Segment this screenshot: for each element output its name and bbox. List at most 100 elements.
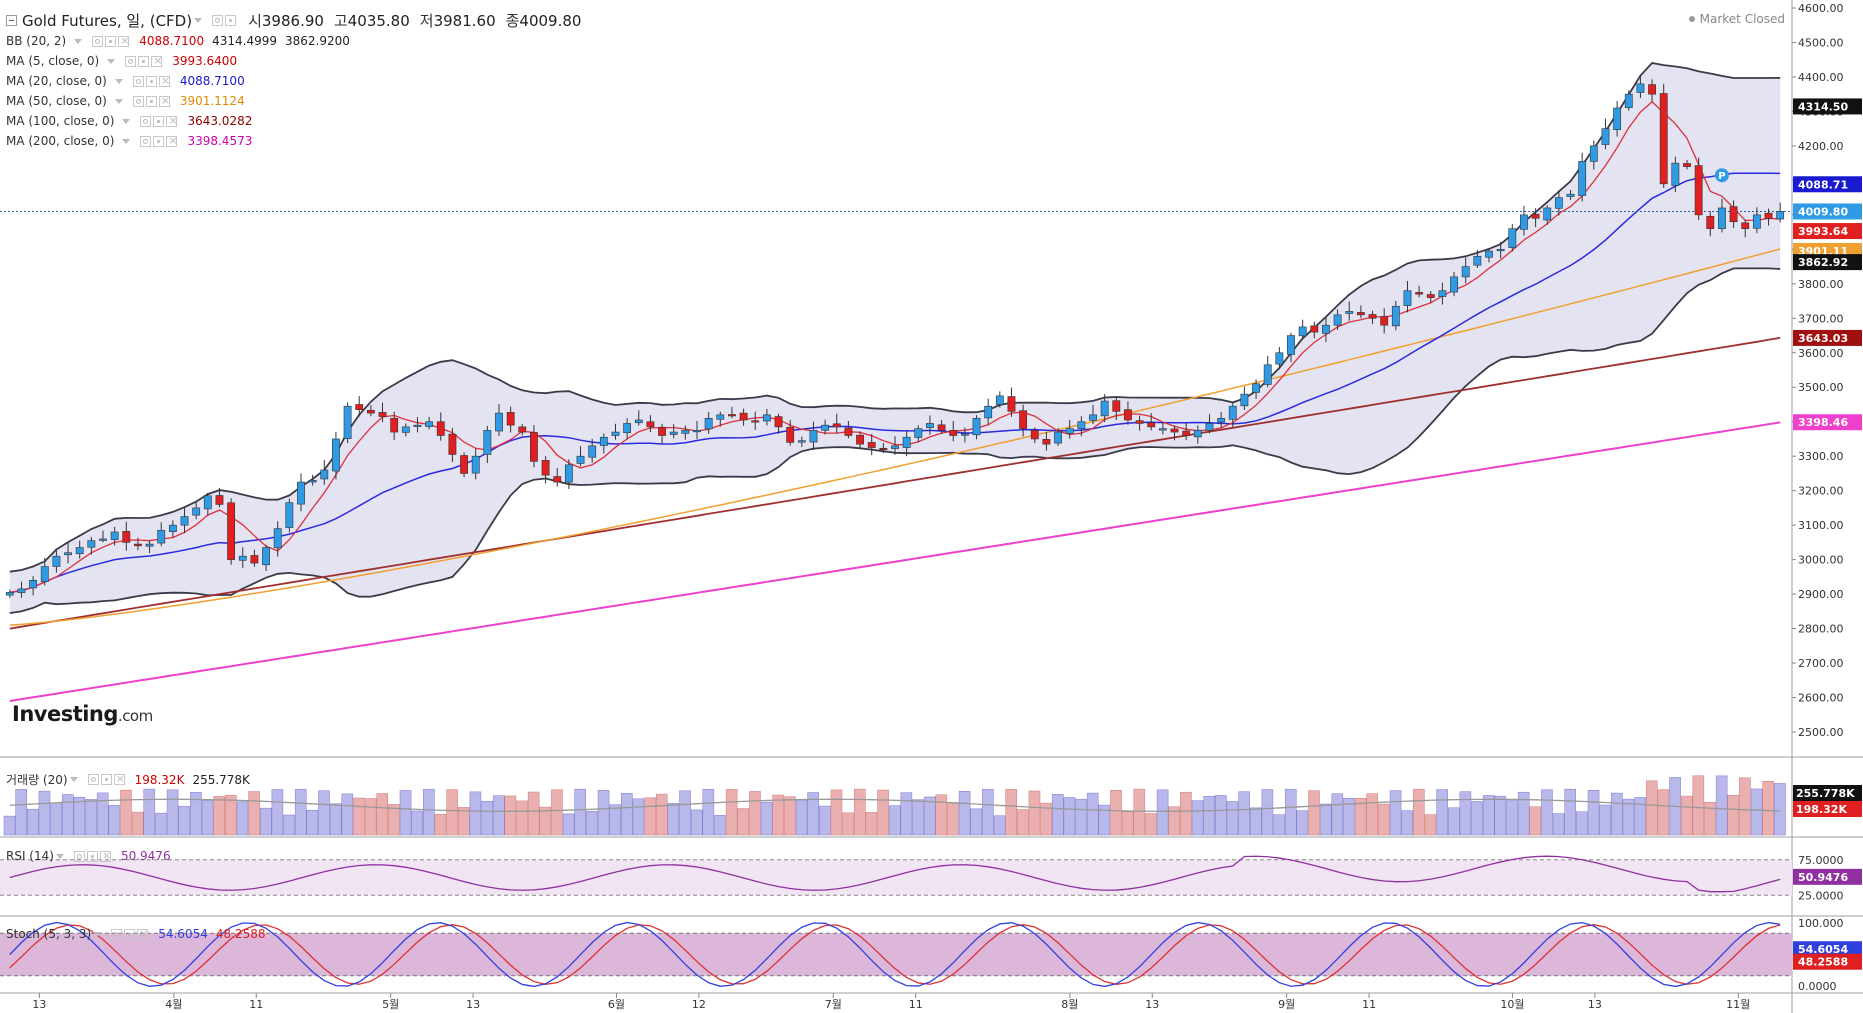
- stoch-legend-name[interactable]: Stoch (5, 3, 3): [6, 927, 92, 941]
- volume-bar: [364, 798, 377, 836]
- chevron-down-icon[interactable]: [55, 853, 64, 859]
- gear-icon[interactable]: [105, 35, 117, 47]
- gear-icon[interactable]: [225, 15, 237, 26]
- volume-bar: [1657, 789, 1670, 836]
- close-icon[interactable]: [166, 134, 178, 147]
- volume-bar: [1576, 811, 1588, 836]
- volume-bar: [1331, 793, 1344, 836]
- price-badge-label: 4314.50: [1798, 100, 1848, 113]
- close-icon[interactable]: [151, 54, 162, 67]
- chevron-down-icon[interactable]: [74, 38, 83, 44]
- eye-icon[interactable]: [132, 95, 144, 107]
- volume-bar: [50, 802, 62, 836]
- rsi-legend-name[interactable]: RSI (14): [6, 849, 54, 863]
- volume-bar: [621, 793, 633, 836]
- price-badge-label: 3862.92: [1798, 256, 1848, 269]
- eye-icon[interactable]: [111, 928, 123, 940]
- indicator-name[interactable]: MA (200, close, 0): [6, 134, 115, 148]
- chevron-down-icon[interactable]: [194, 18, 203, 23]
- indicator-name[interactable]: BB (20, 2): [6, 34, 67, 48]
- gear-icon[interactable]: [100, 774, 112, 785]
- chevron-down-icon[interactable]: [93, 931, 102, 937]
- eye-icon[interactable]: [212, 15, 224, 26]
- volume-bar: [1296, 810, 1309, 836]
- candle-body: [1333, 314, 1342, 326]
- chevron-down-icon[interactable]: [114, 98, 123, 104]
- stoch-badge-label: 48.2588: [1798, 956, 1848, 969]
- close-icon[interactable]: [137, 927, 148, 940]
- eye-icon[interactable]: [140, 115, 152, 127]
- candle-body: [308, 480, 317, 483]
- indicator-name[interactable]: MA (100, close, 0): [6, 114, 115, 128]
- gear-icon[interactable]: [124, 928, 136, 940]
- volume-bar: [1424, 814, 1437, 836]
- volume-bar: [1564, 788, 1577, 836]
- chevron-down-icon[interactable]: [122, 138, 131, 144]
- chevron-down-icon[interactable]: [114, 78, 123, 84]
- chevron-down-icon[interactable]: [107, 58, 116, 64]
- candle-body: [1124, 409, 1132, 421]
- volume-bar: [1622, 798, 1635, 836]
- candle-body: [1170, 428, 1179, 433]
- gear-icon[interactable]: [145, 95, 157, 107]
- candle-body: [1275, 352, 1284, 365]
- price-badge: [1793, 329, 1862, 346]
- close-icon[interactable]: [118, 34, 129, 47]
- candle-body: [390, 417, 399, 433]
- indicator-value: 3993.6400: [172, 54, 238, 68]
- volume-bar: [562, 813, 575, 836]
- volume-bar: [690, 809, 703, 836]
- indicator-name[interactable]: MA (5, close, 0): [6, 54, 100, 68]
- eye-icon[interactable]: [140, 135, 152, 147]
- volume-bar: [73, 796, 86, 836]
- rsi-value: 50.9476: [120, 849, 171, 863]
- candle-body: [1054, 431, 1062, 444]
- candle-body: [343, 405, 352, 439]
- volume-legend-name[interactable]: 거래량 (20): [6, 773, 68, 787]
- symbol-title[interactable]: Gold Futures, 일, (CFD): [22, 12, 193, 30]
- candle-body: [1135, 420, 1144, 424]
- candle-body: [436, 421, 445, 436]
- eye-icon[interactable]: [125, 55, 137, 67]
- candle-body: [1287, 335, 1295, 355]
- candle-body: [681, 430, 690, 434]
- candle-body: [273, 528, 282, 549]
- indicator-name[interactable]: MA (50, close, 0): [6, 94, 107, 108]
- collapse-icon[interactable]: [6, 15, 17, 26]
- gear-icon[interactable]: [153, 135, 165, 147]
- close-icon[interactable]: [158, 74, 170, 87]
- volume-bar: [1692, 775, 1705, 836]
- gear-icon[interactable]: [138, 55, 150, 67]
- candle-body: [1613, 107, 1622, 131]
- volume-bar: [1133, 788, 1146, 836]
- gear-icon[interactable]: [153, 115, 165, 127]
- chevron-down-icon[interactable]: [69, 777, 78, 782]
- volume-bar: [1040, 802, 1052, 836]
- volume-bar: [632, 798, 645, 836]
- close-icon[interactable]: [166, 114, 178, 127]
- candle-body: [518, 426, 527, 433]
- indicator-name[interactable]: MA (20, close, 0): [6, 74, 107, 88]
- volume-bar: [1704, 801, 1716, 836]
- volume-bar: [213, 796, 225, 836]
- eye-icon[interactable]: [132, 75, 144, 87]
- candle-body: [1217, 417, 1226, 423]
- candle-body: [355, 404, 364, 410]
- eye-icon[interactable]: [87, 774, 99, 785]
- gear-icon[interactable]: [145, 75, 157, 87]
- gear-icon[interactable]: [86, 850, 98, 862]
- candle-body: [960, 433, 969, 436]
- volume-bar: [539, 806, 552, 836]
- volume-bar: [551, 789, 563, 836]
- volume-bar: [1529, 806, 1542, 836]
- close-icon[interactable]: [158, 94, 170, 107]
- eye-icon[interactable]: [92, 35, 104, 47]
- close-icon[interactable]: [99, 849, 111, 862]
- close-icon[interactable]: [113, 772, 125, 785]
- volume-bar: [1238, 791, 1250, 836]
- candle-body: [1158, 428, 1167, 431]
- eye-icon[interactable]: [73, 850, 85, 862]
- chevron-down-icon[interactable]: [122, 118, 131, 124]
- volume-bar: [574, 788, 587, 836]
